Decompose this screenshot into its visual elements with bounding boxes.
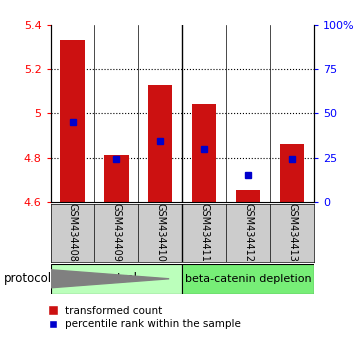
Polygon shape [51,270,169,288]
Text: GSM434411: GSM434411 [199,203,209,262]
Text: GSM434413: GSM434413 [287,203,297,262]
FancyBboxPatch shape [182,264,314,294]
Text: beta-catenin depletion: beta-catenin depletion [185,274,312,284]
Bar [148,85,173,202]
Text: GSM434409: GSM434409 [112,203,121,262]
Bar [192,104,216,202]
Bar [104,155,129,202]
FancyBboxPatch shape [51,264,182,294]
Text: GSM434408: GSM434408 [68,203,78,262]
Legend: transformed count, percentile rank within the sample: transformed count, percentile rank withi… [48,306,241,329]
Bar [60,40,84,202]
Bar [236,190,260,202]
Text: GSM434412: GSM434412 [243,203,253,262]
Bar [280,144,304,202]
Text: protocol: protocol [4,272,52,285]
Text: control: control [96,272,137,285]
Text: GSM434410: GSM434410 [155,203,165,262]
